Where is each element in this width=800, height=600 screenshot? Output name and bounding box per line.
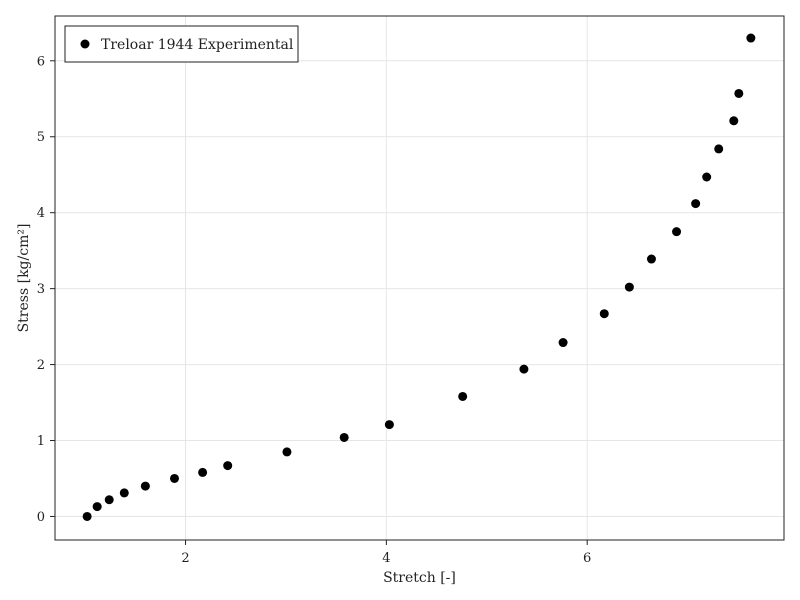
data-point [729, 116, 739, 126]
data-point [702, 172, 712, 182]
data-point [599, 309, 609, 319]
x-tick-label: 6 [583, 551, 591, 566]
legend-box [64, 25, 299, 63]
data-points [82, 33, 756, 521]
data-point [92, 502, 102, 512]
data-point [714, 144, 724, 154]
plot-frame [54, 15, 785, 541]
y-tick-label: 1 [37, 434, 45, 449]
y-axis-label: Stress [kg/cm²] [16, 224, 32, 333]
data-point [82, 511, 92, 521]
data-point [558, 338, 568, 348]
data-point [198, 467, 208, 477]
data-point [282, 447, 292, 457]
data-point [119, 488, 129, 498]
y-tick-label: 2 [37, 358, 45, 373]
legend: Treloar 1944 Experimental [64, 25, 299, 63]
data-point [746, 33, 756, 43]
data-point [672, 227, 682, 237]
data-point [104, 495, 114, 505]
ticks: 2 4 6 0 1 2 3 4 5 6 [37, 54, 592, 566]
data-point [223, 461, 233, 471]
data-point [624, 282, 634, 292]
data-point [169, 473, 179, 483]
data-point [691, 199, 701, 209]
y-tick-label: 6 [37, 54, 45, 69]
data-point [734, 88, 744, 98]
y-tick-label: 5 [37, 130, 45, 145]
x-axis-label: Stretch [-] [383, 570, 456, 586]
grid [55, 16, 784, 540]
y-tick-label: 4 [37, 206, 45, 221]
y-tick-label: 0 [37, 510, 45, 525]
data-point [140, 481, 150, 491]
data-point [519, 364, 529, 374]
data-point [646, 254, 656, 264]
x-tick-label: 2 [181, 551, 189, 566]
legend-label: Treloar 1944 Experimental [101, 37, 294, 53]
data-point [339, 432, 349, 442]
data-point [384, 420, 394, 430]
y-tick-label: 3 [37, 282, 45, 297]
x-tick-label: 4 [382, 551, 390, 566]
legend-marker [80, 39, 90, 49]
data-point [458, 391, 468, 401]
